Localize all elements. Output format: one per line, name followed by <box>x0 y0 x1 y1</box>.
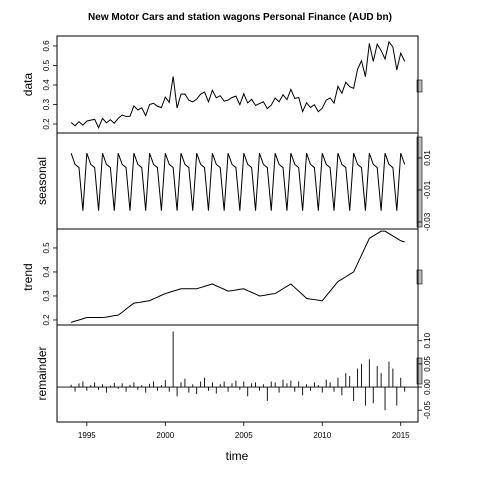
y-tick-label: 0.4 <box>42 266 51 278</box>
y-tick-label: -0.03 <box>423 212 432 231</box>
x-tick-label: 2000 <box>156 431 174 440</box>
y-tick-label: 0.2 <box>42 118 51 130</box>
y-tick-label: 0.05 <box>423 356 432 372</box>
y-tick-label: 0.5 <box>42 59 51 71</box>
y-axis-label: seasonal <box>35 157 49 205</box>
x-tick-label: 2005 <box>235 431 253 440</box>
y-tick-label: 0.5 <box>42 242 51 254</box>
y-tick-label: 0.3 <box>42 98 51 110</box>
scale-bar <box>416 357 423 385</box>
y-tick-label: -0.05 <box>423 401 432 420</box>
x-tick-label: 1995 <box>78 431 96 440</box>
seasonal-line <box>70 152 406 211</box>
panel-frame <box>56 324 419 423</box>
x-tick-label: 2015 <box>392 431 410 440</box>
y-tick-label: 0.6 <box>42 40 51 52</box>
trend-line <box>70 230 405 323</box>
data-line <box>70 40 406 129</box>
y-tick-label: 0.00 <box>423 379 432 395</box>
scale-bar <box>416 136 423 228</box>
y-tick-label: -0.01 <box>423 180 432 199</box>
chart-title: New Motor Cars and station wagons Person… <box>88 12 392 23</box>
scale-bar <box>416 79 423 93</box>
y-tick-label: 0.3 <box>42 290 51 302</box>
y-axis-label: remainder <box>35 346 49 400</box>
scale-bar <box>416 269 423 285</box>
x-tick-label: 2010 <box>313 431 331 440</box>
y-tick-label: 0.10 <box>423 332 432 348</box>
y-axis-label: trend <box>21 263 35 290</box>
y-axis-label: data <box>21 72 35 96</box>
y-tick-label: 0.2 <box>42 314 51 326</box>
x-axis-label: time <box>226 449 249 463</box>
y-tick-label: 0.4 <box>42 79 51 91</box>
y-tick-label: 0.01 <box>423 150 432 166</box>
